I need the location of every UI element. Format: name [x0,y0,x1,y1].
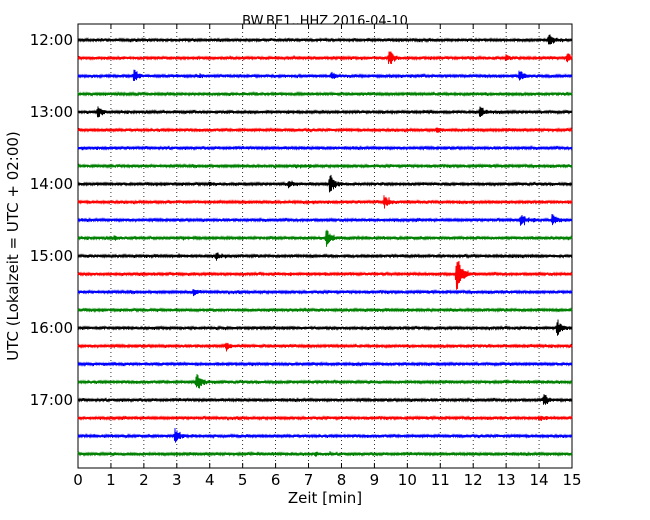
x-tick-label-11: 11 [431,471,450,489]
trace-1330 [77,144,573,152]
trace-1400 [77,174,573,193]
plot-area [77,23,573,469]
trace-1730 [77,428,573,443]
y-tick-label-1600: 16:00 [30,319,73,337]
trace-1200 [77,34,573,45]
y-tick-labels: 12:00 13:00 14:00 15:00 16:00 17:00 [30,31,73,409]
x-tick-label-14: 14 [530,471,549,489]
x-tick-label-7: 7 [304,471,314,489]
trace-1345 [77,162,573,170]
trace-1215 [77,51,573,65]
y-tick-label-1500: 15:00 [30,247,73,265]
x-tick-labels: 0 1 2 3 4 5 6 7 8 9 10 11 12 13 14 15 [73,471,581,489]
trace-1415 [77,195,573,209]
ticks [77,24,573,468]
x-tick-label-12: 12 [464,471,483,489]
x-tick-label-15: 15 [562,471,581,489]
y-tick-label-1200: 12:00 [30,31,73,49]
trace-1300 [77,106,573,118]
y-tick-label-1700: 17:00 [30,391,73,409]
x-tick-label-10: 10 [398,471,417,489]
x-tick-label-6: 6 [271,471,281,489]
x-tick-label-2: 2 [139,471,149,489]
trace-1430 [77,214,573,226]
trace-1615 [77,342,573,352]
trace-1600 [77,319,573,336]
trace-1245 [77,90,573,98]
x-tick-label-1: 1 [106,471,116,489]
x-tick-label-8: 8 [337,471,347,489]
trace-1230 [77,69,573,81]
trace-1715 [77,414,573,422]
x-tick-label-0: 0 [73,471,83,489]
x-tick-label-9: 9 [370,471,380,489]
y-tick-label-1400: 14:00 [30,175,73,193]
trace-1515 [77,260,573,290]
y-tick-label-1300: 13:00 [30,103,73,121]
trace-1445 [77,229,573,247]
x-tick-label-5: 5 [238,471,248,489]
trace-1315 [77,126,573,134]
trace-1700 [77,394,573,405]
x-tick-label-13: 13 [497,471,516,489]
x-tick-label-4: 4 [205,471,215,489]
trace-1530 [77,288,573,297]
traces [77,34,573,457]
trace-1545 [77,307,573,314]
trace-1745 [77,450,573,457]
y-axis-label: UTC (Lokalzeit = UTC + 02:00) [4,131,22,361]
trace-1645 [77,373,573,389]
x-tick-label-3: 3 [172,471,182,489]
trace-1630 [77,360,573,367]
x-axis-label: Zeit [min] [288,489,362,507]
trace-1500 [77,252,573,261]
plot-frame [77,23,573,469]
